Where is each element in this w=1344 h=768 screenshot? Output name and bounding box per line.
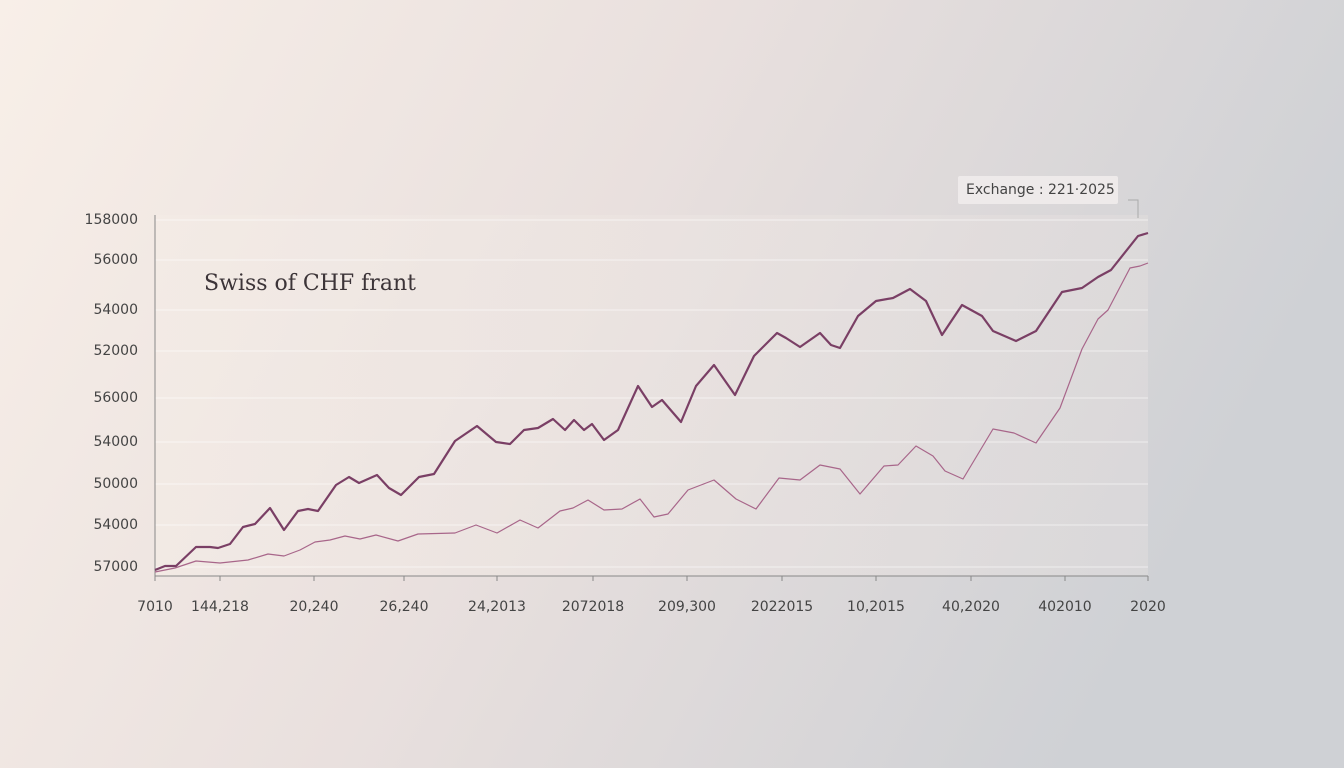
x-tick-label: 24,2013 xyxy=(468,599,526,615)
x-tick-label: 144,218 xyxy=(191,599,249,615)
y-tick-label: 54000 xyxy=(93,517,138,533)
x-tick-label: 2020 xyxy=(1130,599,1166,615)
x-tick-label: 20,240 xyxy=(290,599,339,615)
y-tick-label: 52000 xyxy=(93,343,138,359)
x-tick-label: 209,300 xyxy=(658,599,716,615)
y-tick-label: 54000 xyxy=(93,302,138,318)
annotation-connector xyxy=(1128,199,1139,218)
x-tick-label: 2072018 xyxy=(562,599,624,615)
y-tick-label: 57000 xyxy=(93,559,138,575)
x-tick-label: 402010 xyxy=(1038,599,1091,615)
chart-title: Swiss of CHF frant xyxy=(204,271,416,296)
series-line xyxy=(154,231,1149,572)
x-tick-label: 26,240 xyxy=(380,599,429,615)
y-tick-label: 56000 xyxy=(93,390,138,406)
annotation: Exchange : 221·2025 xyxy=(966,182,1115,198)
annotation-box xyxy=(958,176,1118,204)
x-tick-label: 40,2020 xyxy=(942,599,1000,615)
y-tick-label: 54000 xyxy=(93,434,138,450)
y-tick-label: 56000 xyxy=(93,252,138,268)
y-tick-label: 50000 xyxy=(93,476,138,492)
x-tick-label: 7010 xyxy=(137,599,173,615)
plot-area xyxy=(155,215,1148,576)
x-tick-label: 2022015 xyxy=(751,599,813,615)
y-tick-label: 158000 xyxy=(85,212,138,228)
series-line xyxy=(154,262,1149,573)
x-tick-label: 10,2015 xyxy=(847,599,905,615)
